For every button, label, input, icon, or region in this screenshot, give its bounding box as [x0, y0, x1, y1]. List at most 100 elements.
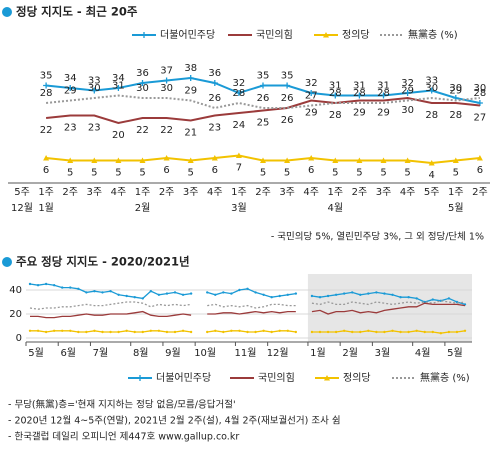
point — [238, 288, 241, 292]
legend-label: 더불어민주당 — [156, 372, 211, 384]
point — [141, 297, 144, 300]
series-line — [311, 302, 466, 315]
value-label: 29 — [377, 108, 390, 119]
point — [28, 282, 32, 286]
legend-label: 無黨층 (%) — [420, 371, 470, 384]
value-label: 29 — [401, 86, 414, 97]
value-label: 5 — [115, 168, 121, 179]
value-label: 7 — [236, 163, 242, 174]
point — [318, 330, 322, 334]
value-label: 26 — [257, 93, 270, 104]
point — [165, 330, 169, 334]
value-label: 30 — [449, 83, 462, 94]
value-label: 28 — [233, 88, 246, 99]
marker — [91, 157, 98, 163]
footnote: - 무당(無黨)층='현재 지지하는 정당 없음/모름/응답거절' — [8, 399, 236, 411]
marker — [428, 160, 435, 166]
footnote: - 2020년 12월 4~5주(연말), 2021년 2월 2주(설), 4월… — [8, 415, 341, 427]
x-tick-label: 2월 — [342, 347, 358, 359]
point — [44, 282, 48, 286]
point — [407, 296, 410, 299]
series-line — [29, 301, 192, 310]
value-label: 5 — [356, 168, 362, 179]
value-label: 6 — [212, 165, 218, 176]
value-label: 25 — [257, 118, 270, 129]
legend-label: 더불어민주당 — [160, 29, 215, 41]
marker — [380, 157, 387, 163]
point — [351, 291, 354, 294]
value-label: 30 — [88, 83, 101, 94]
point — [278, 294, 281, 298]
x-tick-label: 3월 — [375, 347, 391, 359]
value-label: 5 — [332, 168, 338, 179]
point — [270, 330, 273, 334]
point — [181, 293, 185, 296]
point — [93, 329, 96, 332]
point — [270, 296, 273, 299]
value-label: 31 — [353, 81, 366, 92]
point — [383, 292, 386, 295]
value-label: 36 — [136, 68, 149, 79]
value-label: 31 — [329, 81, 342, 92]
x-tick-label: 12월 — [267, 347, 289, 359]
point — [189, 330, 193, 334]
value-label: 29 — [184, 86, 197, 97]
point — [214, 293, 217, 296]
point — [463, 329, 467, 332]
point — [359, 330, 362, 334]
x-tick-label: 8월 — [133, 347, 149, 359]
x-tick-label: 9월 — [165, 347, 181, 359]
marker — [260, 157, 266, 163]
marker — [67, 157, 74, 163]
value-label: 24 — [233, 120, 246, 131]
point — [44, 330, 48, 334]
footnote: - 한국갤럽 데일리 오피니언 제447호 www.gallup.co.kr — [8, 431, 239, 443]
point — [230, 329, 233, 332]
point — [334, 330, 338, 334]
point — [181, 329, 185, 332]
value-label: 26 — [281, 93, 294, 104]
x-tick-label: 4주 — [400, 187, 416, 198]
x-tick-label: 11월 — [234, 347, 256, 359]
marker — [452, 157, 459, 163]
month-label: 12월 — [11, 202, 33, 214]
point — [359, 293, 362, 296]
value-label: 20 — [112, 130, 125, 141]
marker — [211, 80, 218, 86]
point — [238, 329, 241, 332]
marker — [235, 152, 242, 158]
point — [391, 329, 394, 332]
value-label: 28 — [377, 88, 390, 99]
marker — [187, 75, 194, 81]
value-label: 27 — [474, 113, 487, 124]
value-label: 33 — [88, 76, 101, 87]
series-line — [207, 330, 296, 333]
point — [109, 330, 112, 334]
x-tick-label: 4주 — [111, 187, 127, 198]
marker — [139, 80, 146, 86]
value-label: 6 — [308, 165, 314, 176]
marker — [43, 155, 50, 161]
point — [189, 292, 193, 295]
value-label: 28 — [474, 88, 487, 99]
point — [77, 287, 80, 290]
marker — [137, 375, 143, 381]
point — [61, 286, 64, 289]
point — [173, 330, 177, 334]
month-label: 4월 — [328, 202, 344, 214]
marker — [324, 375, 330, 381]
series-line — [311, 330, 466, 334]
point — [326, 294, 330, 298]
value-label: 26 — [281, 115, 294, 126]
point — [28, 329, 32, 332]
x-tick-label: 3주 — [87, 187, 103, 198]
value-label: 5 — [284, 168, 290, 179]
value-label: 38 — [184, 63, 197, 74]
point — [206, 291, 209, 294]
x-tick-label: 1월 — [310, 347, 326, 359]
x-tick-label: 7월 — [93, 347, 109, 359]
point — [101, 291, 104, 294]
point — [133, 330, 136, 334]
point — [262, 329, 265, 332]
